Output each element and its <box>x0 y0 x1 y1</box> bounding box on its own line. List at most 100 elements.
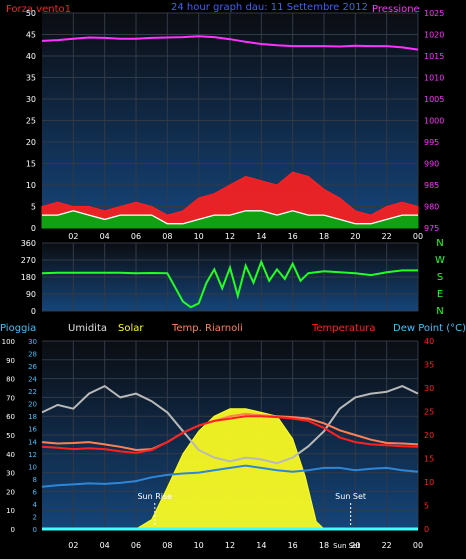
pressure-title: Pressione <box>372 4 420 15</box>
direction-left-tick: 270 <box>21 256 36 265</box>
rain-inner-tick: 0 <box>33 526 37 534</box>
direction-grid <box>42 242 419 312</box>
temp-time-tick: 08 <box>162 541 172 550</box>
humidity-left-tick: 100 <box>2 338 15 346</box>
rain-inner-tick: 22 <box>28 388 37 396</box>
direction-letter: N <box>436 238 443 249</box>
rain-inner-tick: 30 <box>28 338 37 346</box>
humidity-left-tick: 10 <box>6 507 15 515</box>
rain-inner-tick: 20 <box>28 401 37 409</box>
direction-letter: S <box>437 272 443 283</box>
direction-left-tick: 0 <box>31 307 36 316</box>
rain-inner-tick: 4 <box>33 501 38 509</box>
wind-time-tick: 12 <box>225 232 235 241</box>
sun-set-label: Sun Set <box>335 492 366 501</box>
wind-left-tick: 45 <box>26 31 36 40</box>
rain-inner-tick: 16 <box>28 426 37 434</box>
humidity-left-tick: 70 <box>6 394 15 402</box>
temp-right-tick: 35 <box>424 361 434 370</box>
humidity-left-tick: 60 <box>6 413 15 421</box>
direction-letter: N <box>436 306 443 317</box>
legend-dew-point: Dew Point (°C) <box>393 323 466 334</box>
pressure-line <box>41 35 419 51</box>
pressure-right-tick: 1010 <box>424 74 444 83</box>
wind-left-tick: 40 <box>26 52 36 61</box>
wind-time-tick: 16 <box>288 232 298 241</box>
wind-time-tick: 18 <box>319 232 329 241</box>
pressure-right-tick: 975 <box>424 224 439 233</box>
temp-series <box>41 384 419 531</box>
humidity-left-tick: 30 <box>6 470 15 478</box>
wind-bars <box>41 171 419 229</box>
temp-time-tick: 04 <box>100 541 110 550</box>
pressure-right-tick: 1005 <box>424 95 444 104</box>
wind-left-tick: 25 <box>26 117 36 126</box>
rain-inner-tick: 8 <box>33 476 37 484</box>
legend-solar: Solar <box>118 323 144 334</box>
temp-right-tick: 20 <box>424 431 434 440</box>
sun-markers: Sun Rise Sun Set Sun Set <box>137 492 366 550</box>
wind-time-tick: 00 <box>413 232 423 241</box>
temp-right-axis: 0 5 10 15 20 25 30 35 40 <box>424 337 434 534</box>
temp-grid <box>42 340 419 530</box>
temp-time-tick: 10 <box>194 541 204 550</box>
temp-time-tick: 00 <box>413 541 423 550</box>
legend-humidity: Umidita <box>68 323 107 334</box>
wind-left-tick: 50 <box>26 9 36 18</box>
pressure-right-tick: 1020 <box>424 31 444 40</box>
graph-title: 24 hour graph dau: 11 Settembre 2012 <box>171 2 368 13</box>
temp-right-tick: 10 <box>424 478 434 487</box>
humidity-left-tick: 80 <box>6 376 15 384</box>
pressure-right-tick: 1015 <box>424 52 444 61</box>
temp-right-tick: 0 <box>424 525 429 534</box>
direction-left-axis: 0 90 180 270 360 <box>21 239 36 316</box>
rain-inner-tick: 6 <box>33 488 38 496</box>
rain-inner-tick: 10 <box>28 463 37 471</box>
wind-title: Forza vento1 <box>6 4 71 15</box>
direction-series <box>41 259 418 309</box>
wind-left-tick: 0 <box>31 224 36 233</box>
humidity-left-tick: 90 <box>6 357 15 365</box>
wind-left-tick: 30 <box>26 95 36 104</box>
pressure-right-tick: 995 <box>424 138 439 147</box>
humidity-left-tick: 0 <box>11 526 15 534</box>
temp-time-tick: 14 <box>256 541 266 550</box>
apparent-temp-line <box>41 412 419 452</box>
temp-time-tick: 02 <box>68 541 78 550</box>
direction-line <box>41 259 418 309</box>
wind-left-tick: 10 <box>26 181 36 190</box>
wind-time-tick: 02 <box>68 232 78 241</box>
pressure-series <box>41 35 419 51</box>
temp-time-tick: 06 <box>131 541 141 550</box>
wind-time-axis: 02 04 06 08 10 12 14 16 18 20 22 00 <box>68 232 423 241</box>
wind-left-axis: 0 5 10 15 20 25 30 35 40 45 50 <box>26 9 36 233</box>
wind-gust-area <box>41 171 419 229</box>
temp-right-tick: 30 <box>424 384 434 393</box>
pressure-right-axis: 975 980 985 990 995 1000 1005 1010 1015 1020 1025 <box>424 9 444 233</box>
direction-left-tick: 90 <box>26 290 36 299</box>
temp-time-tick: 16 <box>288 541 298 550</box>
sun-rise-label: Sun Rise <box>137 492 172 501</box>
temp-time-tick: 18 <box>319 541 329 550</box>
wind-left-tick: 15 <box>26 160 36 169</box>
wind-average-line <box>42 210 418 225</box>
sun-set-bottom-label: Sun Set <box>333 542 360 550</box>
rain-inner-tick: 12 <box>28 451 37 459</box>
rain-inner-tick: 28 <box>28 351 37 359</box>
direction-letter: W <box>435 255 445 266</box>
wind-time-tick: 14 <box>256 232 266 241</box>
temp-right-tick: 5 <box>424 502 429 511</box>
temp-time-tick: 12 <box>225 541 235 550</box>
wind-left-tick: 35 <box>26 74 36 83</box>
rain-inner-tick: 26 <box>28 363 37 371</box>
wind-time-tick: 10 <box>194 232 204 241</box>
pressure-right-tick: 980 <box>424 203 439 212</box>
rain-inner-tick: 24 <box>28 376 37 384</box>
humidity-left-axis: 0 10 20 30 40 50 60 70 80 90 100 <box>2 338 15 534</box>
legend-apparent-temp: Temp. Riarnoli <box>171 323 243 334</box>
humidity-line <box>41 384 419 465</box>
humidity-left-tick: 40 <box>6 451 15 459</box>
wind-time-tick: 20 <box>350 232 360 241</box>
